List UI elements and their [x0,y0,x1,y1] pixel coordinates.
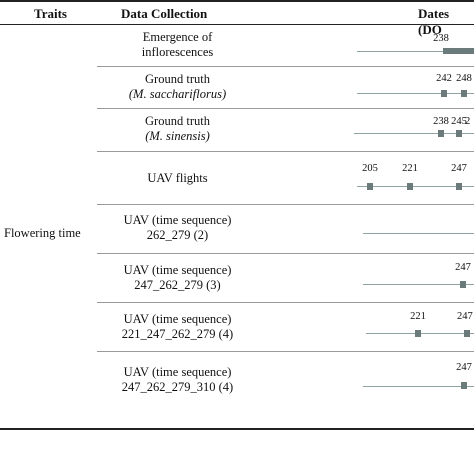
date-marker [464,330,470,337]
date-label: 238 [433,33,449,44]
date-label: 247 [451,163,467,174]
date-marker [407,183,413,190]
date-marker [456,130,462,137]
row-label: UAV flights [97,171,258,186]
row-label: UAV (time sequence) 247_262_279 (3) [97,263,258,293]
row-label: Ground truth (M. sacchariflorus) [97,72,258,102]
date-marker [438,130,444,137]
row-label-line1: Emergence of [142,30,213,44]
row-label: UAV (time sequence) 262_279 (2) [97,213,258,243]
date-marker [367,183,373,190]
row-label-line2: 247_262_279 (3) [134,278,221,292]
date-label: 205 [362,163,378,174]
row-label-line1: UAV (time sequence) [123,213,232,227]
date-label: 2 [465,116,471,127]
row-separator [97,151,474,152]
date-marker [461,382,467,389]
row-separator [97,66,474,67]
header-data-collection: Data Collection [121,6,208,21]
table-bottom-rule [0,428,474,430]
trait-flowering-time: Flowering time [4,226,81,240]
row-label-line1: UAV flights [147,171,208,185]
date-label: 221 [402,163,418,174]
row-label-line1: UAV (time sequence) [123,312,232,326]
date-label: 221 [410,311,426,322]
row-separator [97,204,474,205]
timeline [363,233,474,234]
row-label: UAV (time sequence) 247_262_279_310 (4) [97,365,258,395]
timeline [357,51,474,52]
row-label-line2: (M. sacchariflorus) [128,87,227,101]
row-separator [97,253,474,254]
header-dates: Dates (DO [418,6,450,37]
row-label-line1: UAV (time sequence) [123,263,232,277]
row-label-line2: 221_247_262_279 (4) [121,327,234,341]
date-label: 245 [451,116,467,127]
date-label: 248 [456,73,472,84]
timeline [357,93,474,94]
flowering-period-bar [443,48,474,54]
date-label: 247 [457,311,473,322]
row-label-line2: 247_262_279_310 (4) [121,380,234,394]
row-label-line1: Ground truth [145,72,210,86]
timeline [363,386,474,387]
row-label-line1: UAV (time sequence) [123,365,232,379]
row-label: Ground truth (M. sinensis) [97,114,258,144]
row-label-line2: inflorescences [141,45,214,59]
date-marker [460,281,466,288]
timeline [357,186,474,187]
date-label: 247 [455,262,471,273]
timeline [363,284,474,285]
date-marker [441,90,447,97]
timeline [354,133,474,134]
header-traits: Traits [34,6,67,21]
header-rule [0,24,474,25]
date-marker [461,90,467,97]
row-label-line2: (M. sinensis) [145,129,210,143]
date-label: 238 [433,116,449,127]
date-label: 247 [456,362,472,373]
row-separator [97,351,474,352]
row-label-line2: 262_279 (2) [146,228,209,242]
table-top-rule [0,0,474,2]
date-marker [456,183,462,190]
date-label: 242 [436,73,452,84]
row-label: Emergence of inflorescences [97,30,258,60]
row-separator [97,302,474,303]
date-marker [415,330,421,337]
row-label-line1: Ground truth [145,114,210,128]
row-separator [97,108,474,109]
row-label: UAV (time sequence) 221_247_262_279 (4) [97,312,258,342]
